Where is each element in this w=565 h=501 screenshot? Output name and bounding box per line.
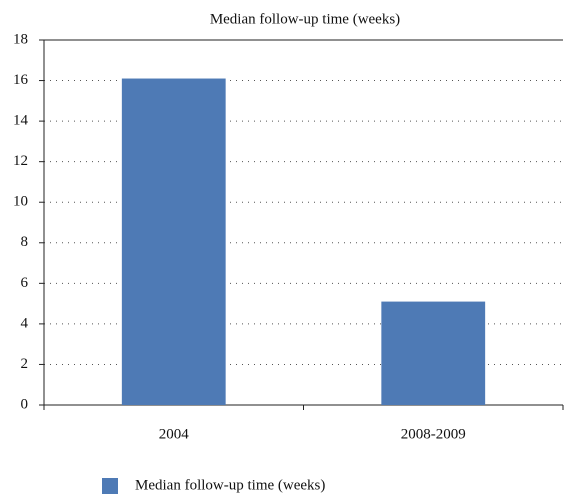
y-tick-label: 16: [13, 72, 29, 88]
bar: [121, 78, 226, 406]
x-tick-label: 2008-2009: [401, 426, 466, 442]
legend-label: Median follow-up time (weeks): [135, 477, 325, 493]
y-tick-label: 8: [21, 234, 29, 250]
y-tick-label: 12: [13, 153, 28, 169]
x-tick-label: 2004: [159, 426, 190, 442]
bar: [381, 301, 486, 405]
legend-swatch: [102, 478, 118, 494]
y-tick-label: 0: [21, 396, 29, 412]
y-tick-label: 14: [13, 113, 29, 129]
y-tick-label: 6: [21, 275, 29, 291]
y-tick-label: 4: [21, 315, 29, 331]
chart-title: Median follow-up time (weeks): [210, 11, 400, 27]
y-tick-label: 2: [21, 356, 29, 372]
y-tick-label: 10: [13, 194, 28, 210]
y-tick-label: 18: [13, 31, 28, 47]
